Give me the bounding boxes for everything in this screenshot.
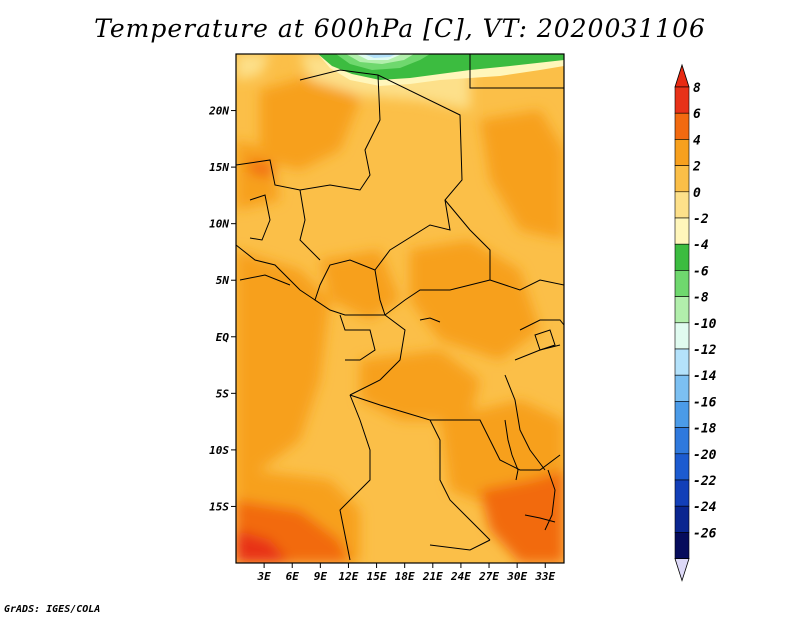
lon-tick-label: 24E — [450, 570, 471, 583]
country-borders — [236, 54, 564, 561]
colorbar-swatch — [674, 296, 690, 324]
lon-tick-label: 3E — [256, 570, 271, 583]
colorbar-swatch — [674, 270, 690, 297]
colorbar-swatch — [674, 401, 690, 428]
colorbar-swatch — [674, 374, 690, 402]
colorbar-swatch — [674, 479, 690, 507]
colorbar-swatch — [674, 532, 690, 559]
colorbar-top-arrow — [674, 63, 690, 88]
lon-tick-label: 21E — [422, 570, 443, 583]
colorbar-swatch — [674, 453, 690, 481]
colorbar: 8 6 4 2 0 -2 -4 -6 -8 -10 -12 -14 -16 -18 -20 -22 -24 -26 — [674, 63, 717, 582]
lat-tick-label: 10N — [209, 218, 229, 231]
lat-tick-label: 5S — [216, 387, 230, 400]
colorbar-swatch — [674, 427, 690, 455]
lat-tick-label: 15N — [209, 161, 229, 174]
colorbar-level-label: 4 — [693, 133, 701, 148]
lon-tick-label: 27E — [478, 570, 499, 583]
colorbar-level-label: -18 — [693, 422, 717, 437]
latitude-ticks: 20N 15N 10N 5N EQ 5S 10S 15S — [208, 105, 236, 513]
colorbar-level-label: -24 — [693, 500, 717, 515]
colorbar-swatch — [674, 191, 690, 219]
colorbar-swatch — [674, 505, 690, 533]
colorbar-level-label: -12 — [693, 343, 717, 358]
colorbar-level-label: -10 — [693, 317, 717, 332]
lat-tick-label: EQ — [216, 331, 230, 344]
colorbar-level-label: 2 — [692, 160, 701, 175]
colorbar-level-label: -22 — [693, 474, 717, 489]
temperature-field — [236, 54, 564, 563]
colorbar-level-label: -8 — [693, 291, 709, 306]
colorbar-bottom-arrow — [674, 558, 690, 582]
lat-tick-label: 5N — [216, 274, 230, 287]
colorbar-swatch — [674, 322, 690, 350]
colorbar-level-label: -26 — [693, 526, 717, 541]
colorbar-level-label: -2 — [693, 212, 709, 227]
colorbar-level-label: -20 — [693, 448, 717, 463]
map-frame — [235, 53, 565, 564]
lat-tick-label: 20N — [208, 105, 229, 118]
lat-tick-label: 15S — [209, 500, 229, 513]
lon-tick-label: 9E — [314, 570, 328, 583]
colorbar-level-label: -14 — [693, 369, 717, 384]
colorbar-level-label: -16 — [693, 395, 717, 410]
lon-tick-label: 6E — [286, 570, 300, 583]
map-title: Temperature at 600hPa [C], VT: 202003110… — [94, 14, 706, 43]
colorbar-level-label: -6 — [693, 264, 709, 279]
colorbar-swatch — [674, 86, 690, 114]
colorbar-swatch — [674, 243, 690, 271]
colorbar-level-label: 6 — [693, 107, 701, 122]
lon-tick-label: 15E — [367, 570, 387, 583]
colorbar-swatch — [674, 165, 690, 193]
lat-tick-label: 10S — [209, 444, 229, 457]
longitude-ticks: 3E 6E 9E 12E 15E 18E 21E 24E 27E 30E 33E — [256, 563, 556, 583]
colorbar-level-label: 0 — [693, 186, 701, 201]
lon-tick-label: 30E — [506, 570, 527, 583]
colorbar-level-label: 8 — [693, 81, 701, 96]
colorbar-level-label: -4 — [693, 238, 709, 253]
colorbar-swatch — [674, 217, 690, 245]
grads-credit: GrADS: IGES/COLA — [4, 604, 101, 615]
colorbar-swatch — [674, 139, 690, 166]
colorbar-swatch — [674, 112, 690, 140]
colorbar-swatch — [674, 348, 690, 376]
lon-tick-label: 12E — [339, 570, 359, 583]
lon-tick-label: 33E — [534, 570, 555, 583]
lon-tick-label: 18E — [395, 570, 415, 583]
